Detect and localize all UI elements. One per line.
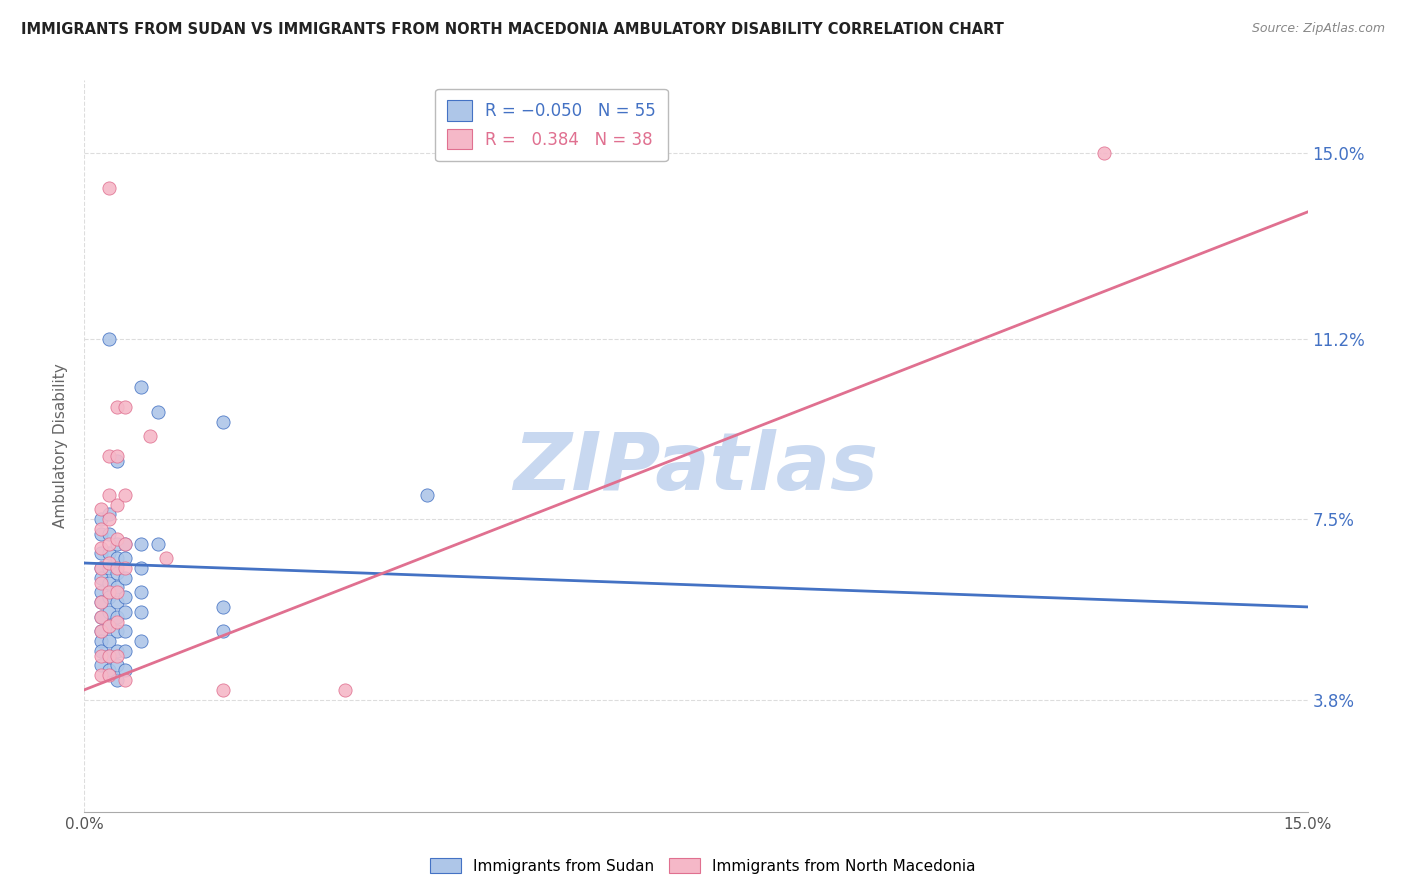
Point <box>97 619 120 633</box>
Point <box>212 682 235 697</box>
Point <box>97 449 120 463</box>
Point <box>155 551 177 566</box>
Point <box>114 400 136 414</box>
Point <box>97 585 120 599</box>
Point <box>90 512 112 526</box>
Point <box>90 575 112 590</box>
Point <box>90 541 112 556</box>
Point <box>131 380 153 394</box>
Point <box>212 599 235 614</box>
Y-axis label: Ambulatory Disability: Ambulatory Disability <box>53 364 69 528</box>
Point <box>105 551 128 566</box>
Point <box>114 561 136 575</box>
Point <box>90 648 112 663</box>
Point <box>1092 146 1115 161</box>
Point <box>97 575 120 590</box>
Point <box>114 605 136 619</box>
Point <box>131 536 153 550</box>
Point <box>90 571 112 585</box>
Point <box>114 590 136 604</box>
Point <box>105 615 128 629</box>
Point <box>138 429 160 443</box>
Point <box>131 585 153 599</box>
Point <box>114 536 136 550</box>
Legend: Immigrants from Sudan, Immigrants from North Macedonia: Immigrants from Sudan, Immigrants from N… <box>425 852 981 880</box>
Point <box>97 634 120 648</box>
Point <box>114 663 136 677</box>
Text: IMMIGRANTS FROM SUDAN VS IMMIGRANTS FROM NORTH MACEDONIA AMBULATORY DISABILITY C: IMMIGRANTS FROM SUDAN VS IMMIGRANTS FROM… <box>21 22 1004 37</box>
Point <box>90 609 112 624</box>
Point <box>97 561 120 575</box>
Point <box>97 668 120 682</box>
Point <box>114 644 136 658</box>
Point <box>131 561 153 575</box>
Point <box>97 648 120 663</box>
Point <box>90 609 112 624</box>
Point <box>90 624 112 639</box>
Point <box>105 595 128 609</box>
Point <box>97 556 120 570</box>
Point <box>97 546 120 560</box>
Point <box>90 546 112 560</box>
Point <box>114 536 136 550</box>
Point <box>97 648 120 663</box>
Text: ZIPatlas: ZIPatlas <box>513 429 879 507</box>
Point <box>90 561 112 575</box>
Point <box>114 551 136 566</box>
Point <box>146 405 169 419</box>
Point <box>90 658 112 673</box>
Point <box>105 566 128 580</box>
Legend: R = −0.050   N = 55, R =   0.384   N = 38: R = −0.050 N = 55, R = 0.384 N = 38 <box>436 88 668 161</box>
Point <box>105 644 128 658</box>
Point <box>97 488 120 502</box>
Point <box>146 536 169 550</box>
Point <box>105 536 128 550</box>
Point <box>90 634 112 648</box>
Point <box>335 682 357 697</box>
Text: Source: ZipAtlas.com: Source: ZipAtlas.com <box>1251 22 1385 36</box>
Point <box>90 561 112 575</box>
Point <box>97 619 120 633</box>
Point <box>97 590 120 604</box>
Point <box>97 536 120 550</box>
Point <box>416 488 439 502</box>
Point <box>97 508 120 522</box>
Point <box>212 624 235 639</box>
Point <box>90 624 112 639</box>
Point <box>97 605 120 619</box>
Point <box>90 644 112 658</box>
Point <box>105 585 128 599</box>
Point <box>97 512 120 526</box>
Point <box>105 561 128 575</box>
Point <box>97 526 120 541</box>
Point <box>114 624 136 639</box>
Point <box>131 634 153 648</box>
Point <box>105 498 128 512</box>
Point <box>105 609 128 624</box>
Point <box>90 526 112 541</box>
Point <box>114 673 136 687</box>
Point <box>90 522 112 536</box>
Point <box>97 663 120 677</box>
Point <box>105 532 128 546</box>
Point <box>105 400 128 414</box>
Point <box>90 585 112 599</box>
Point <box>105 673 128 687</box>
Point <box>105 624 128 639</box>
Point <box>105 581 128 595</box>
Point <box>105 648 128 663</box>
Point <box>131 605 153 619</box>
Point <box>97 332 120 346</box>
Point <box>114 488 136 502</box>
Point <box>90 595 112 609</box>
Point <box>90 668 112 682</box>
Point <box>114 571 136 585</box>
Point <box>105 453 128 467</box>
Point <box>212 415 235 429</box>
Point <box>105 658 128 673</box>
Point <box>97 180 120 194</box>
Point <box>90 502 112 516</box>
Point <box>105 449 128 463</box>
Point <box>90 595 112 609</box>
